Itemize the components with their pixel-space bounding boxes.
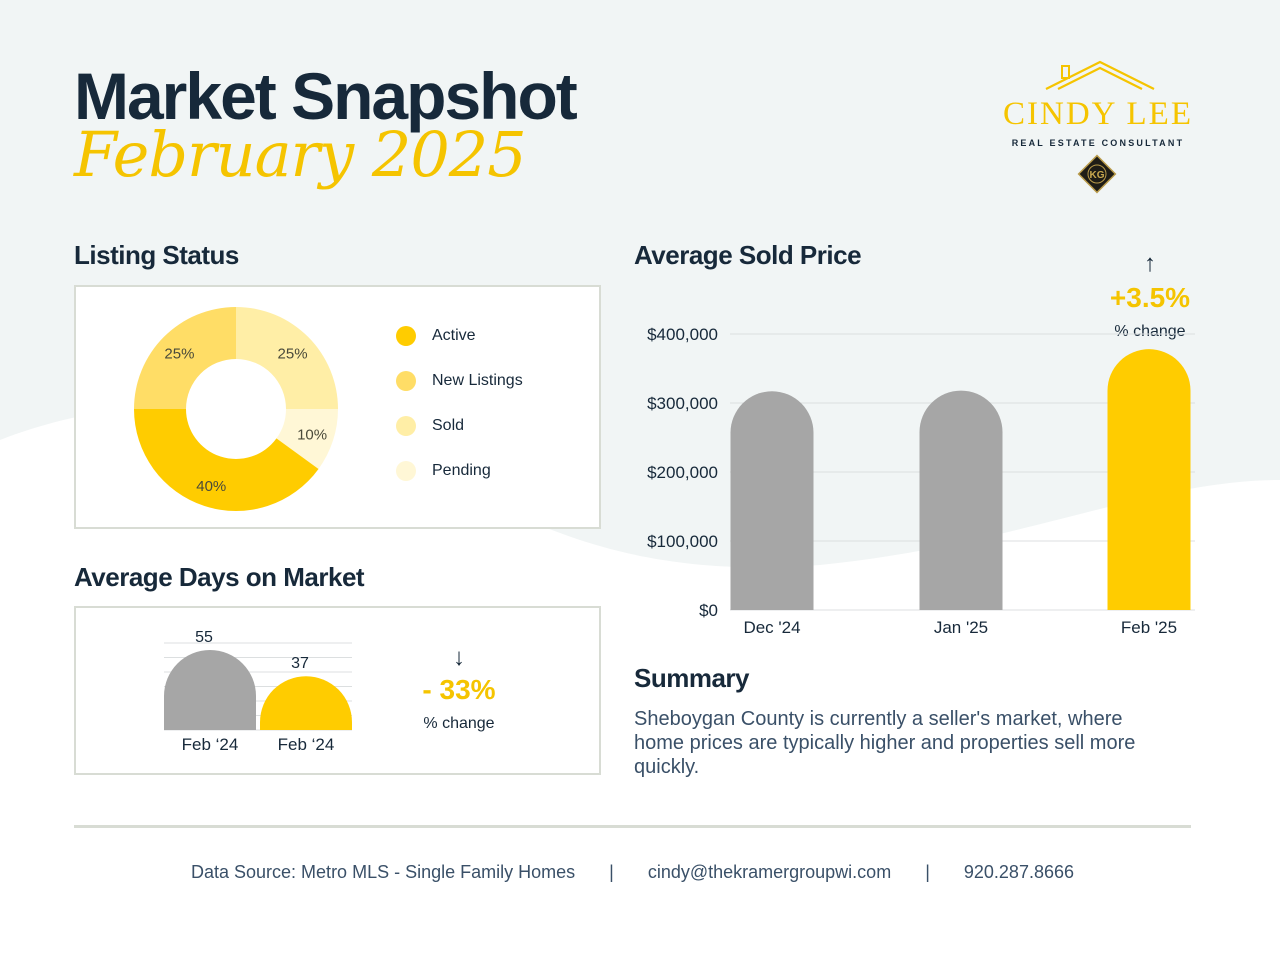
down-arrow-icon: ↓	[453, 644, 465, 671]
price-bar	[730, 391, 814, 610]
legend-swatch	[396, 416, 416, 436]
summary-title: Summary	[634, 663, 750, 693]
donut-label: 10%	[297, 427, 327, 444]
legend-label: Active	[432, 327, 476, 344]
sold-price-chart: $0 $100,000 $200,000 $300,000 $400,000 Dec '2…	[647, 325, 1195, 637]
page-title: Market Snapshot	[74, 59, 578, 133]
legend-swatch	[396, 461, 416, 481]
days-on-market-chart: 55 Feb ‘24 37 Feb ‘24	[164, 629, 352, 754]
days-bar	[260, 676, 352, 730]
y-tick-label: $0	[699, 601, 718, 620]
price-change-label: % change	[1114, 323, 1186, 340]
footer: Data Source: Metro MLS - Single Family H…	[74, 862, 1191, 883]
footer-email[interactable]: cindy@thekramergroupwi.com	[647, 862, 892, 882]
days-bar	[164, 650, 256, 730]
donut-label: 40%	[196, 478, 226, 495]
price-change-value: +3.5%	[1109, 282, 1191, 313]
days-on-market-title: Average Days on Market	[74, 562, 365, 592]
house-roof-icon	[1045, 60, 1155, 90]
x-tick-label: Feb '25	[1121, 618, 1177, 637]
footer-separator: |	[609, 862, 614, 882]
listing-status-donut: 25% 10% 40% 25%	[134, 307, 338, 511]
sold-price-title: Average Sold Price	[634, 240, 862, 270]
donut-label: 25%	[278, 345, 308, 362]
kg-badge-text: KG	[1090, 170, 1105, 181]
footer-source: Data Source: Metro MLS - Single Family H…	[191, 862, 576, 882]
legend-swatch	[396, 371, 416, 391]
logo-name: CINDY LEE	[1003, 96, 1193, 132]
legend-label: Sold	[432, 417, 465, 434]
y-tick-label: $200,000	[647, 463, 718, 482]
donut-slice-active	[134, 409, 319, 511]
footer-divider	[74, 825, 1191, 828]
summary-text: Sheboygan County is currently a seller's…	[634, 708, 1136, 778]
legend-label: New Listings	[432, 372, 523, 389]
footer-phone[interactable]: 920.287.8666	[963, 862, 1074, 882]
bar-value-label: 55	[195, 629, 213, 646]
y-tick-label: $400,000	[647, 325, 718, 344]
donut-label: 25%	[164, 345, 194, 362]
days-change-value: - 33%	[422, 674, 496, 705]
donut-slice-new-listings	[134, 307, 236, 409]
page-subtitle: February 2025	[74, 118, 527, 191]
legend-label: Pending	[432, 462, 491, 479]
y-tick-label: $300,000	[647, 394, 718, 413]
x-tick-label: Feb ‘24	[182, 735, 239, 754]
legend-swatch	[396, 326, 416, 346]
donut-slice-sold	[236, 307, 338, 409]
kg-badge-icon: KG	[1077, 154, 1117, 194]
logo-tagline: REAL ESTATE CONSULTANT	[1011, 138, 1185, 148]
y-tick-label: $100,000	[647, 532, 718, 551]
price-bar	[1107, 349, 1191, 610]
price-bar	[919, 390, 1003, 610]
donut-slice-pending	[276, 409, 338, 469]
x-tick-label: Jan '25	[934, 618, 988, 637]
footer-separator: |	[925, 862, 930, 882]
x-tick-label: Feb ‘24	[278, 735, 335, 754]
up-arrow-icon: ↑	[1144, 250, 1156, 277]
x-tick-label: Dec '24	[743, 618, 800, 637]
listing-status-title: Listing Status	[74, 240, 239, 270]
days-change-label: % change	[423, 715, 495, 732]
bar-value-label: 37	[291, 655, 309, 672]
